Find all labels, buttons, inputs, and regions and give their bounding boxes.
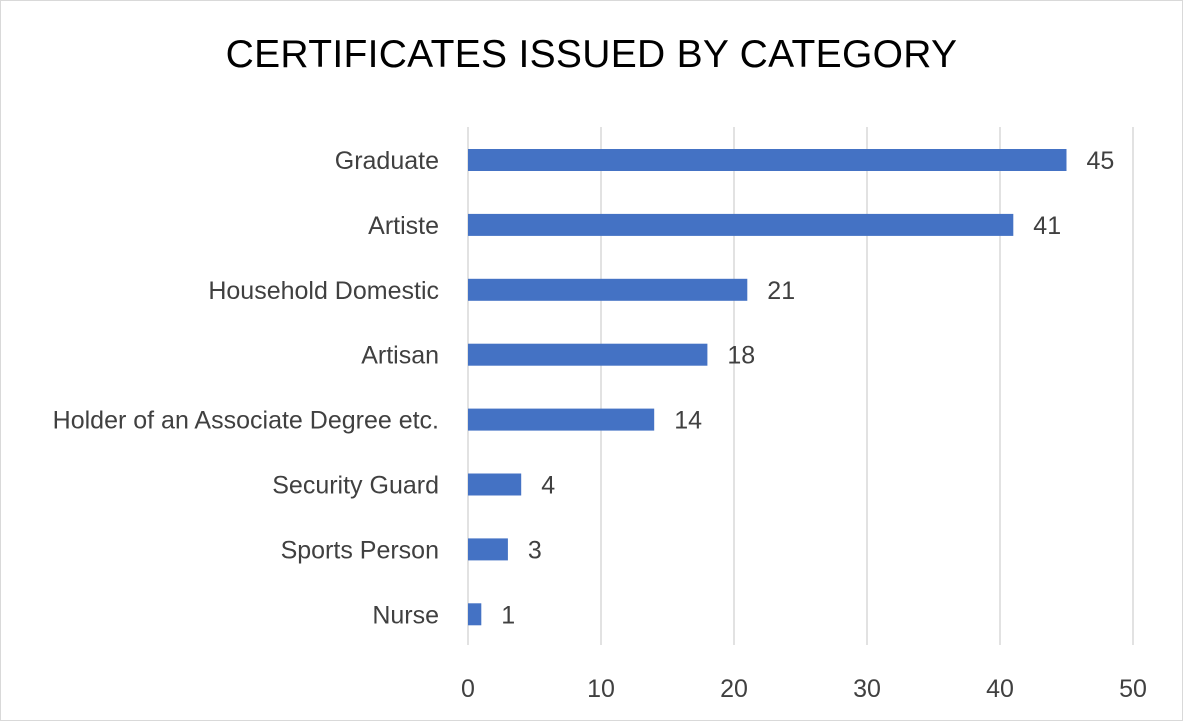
bar-sports-person (468, 538, 508, 561)
category-label-nurse: Nurse (372, 601, 439, 629)
category-labels: Graduate Artiste Household Domestic Artisan… (53, 147, 439, 629)
bars (468, 149, 1067, 626)
bar-household-domestic (468, 278, 748, 301)
data-labels: 45 41 21 18 14 4 3 1 (501, 147, 1114, 629)
x-tick-label-50: 50 (1119, 675, 1147, 703)
x-tick-label-0: 0 (461, 675, 475, 703)
bar-graduate (468, 149, 1067, 171)
category-label-artiste: Artiste (368, 212, 439, 240)
chart-title: CERTIFICATES ISSUED BY CATEGORY (225, 33, 958, 76)
category-label-sports-person: Sports Person (281, 536, 439, 564)
category-label-holder-of-an-associate-degree-etc: Holder of an Associate Degree etc. (53, 407, 439, 435)
x-tick-label-30: 30 (853, 675, 881, 703)
data-label-graduate: 45 (1087, 147, 1115, 175)
x-tick-label-20: 20 (720, 675, 748, 703)
category-label-graduate: Graduate (335, 147, 439, 175)
data-label-artisan: 18 (727, 342, 755, 370)
gridlines (467, 127, 1134, 645)
bar-security-guard (468, 473, 522, 496)
data-label-household-domestic: 21 (767, 277, 795, 305)
data-label-holder-of-an-associate-degree-etc: 14 (674, 407, 702, 435)
category-label-security-guard: Security Guard (272, 472, 439, 500)
data-label-nurse: 1 (501, 601, 515, 629)
category-label-artisan: Artisan (361, 342, 439, 370)
bar-artiste (468, 213, 1014, 236)
data-label-artiste: 41 (1033, 212, 1061, 240)
x-axis-tick-labels: 0 10 20 30 40 50 (461, 675, 1147, 703)
x-tick-label-10: 10 (587, 675, 615, 703)
data-label-sports-person: 3 (528, 536, 542, 564)
bar-nurse (468, 603, 482, 626)
bar-artisan (468, 343, 708, 366)
bar-holder-of-an-associate-degree-etc (468, 408, 655, 431)
data-label-security-guard: 4 (541, 472, 555, 500)
category-label-household-domestic: Household Domestic (208, 277, 439, 305)
x-tick-label-40: 40 (986, 675, 1014, 703)
